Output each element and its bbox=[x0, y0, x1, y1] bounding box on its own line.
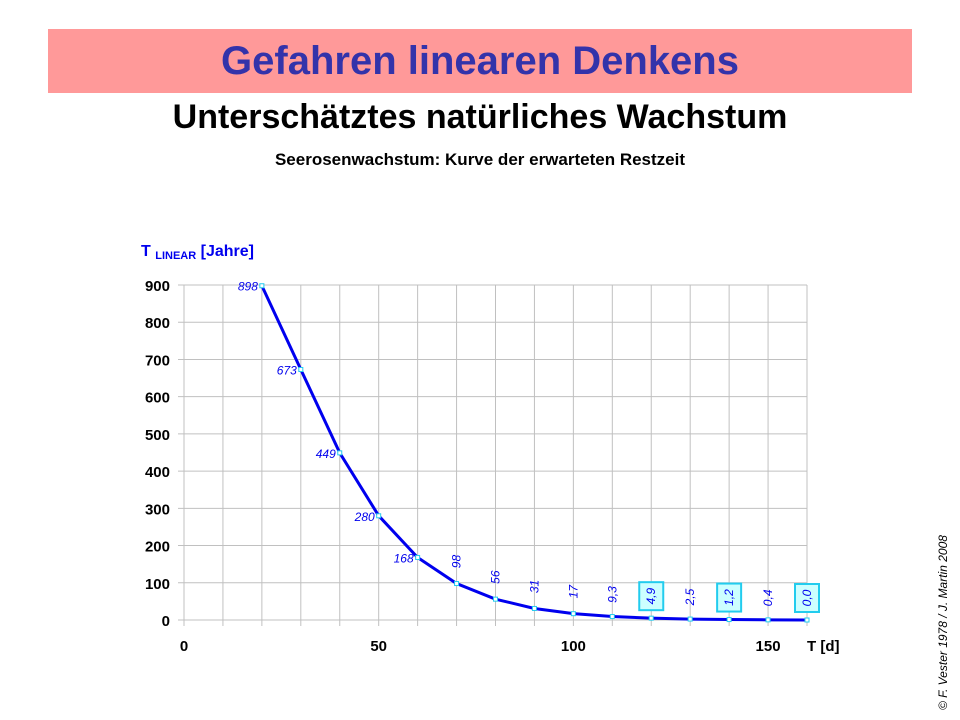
data-point bbox=[337, 450, 343, 456]
data-label-box bbox=[638, 581, 665, 612]
x-tick-label: 100 bbox=[561, 638, 586, 655]
data-label: 31 bbox=[527, 580, 541, 593]
y-tick-label: 600 bbox=[145, 390, 170, 407]
data-point bbox=[648, 615, 654, 621]
data-point bbox=[531, 605, 537, 611]
data-label: 17 bbox=[566, 584, 580, 599]
data-label: 280 bbox=[354, 510, 375, 524]
data-label: 1,2 bbox=[722, 589, 736, 606]
data-label: 168 bbox=[394, 551, 414, 565]
y-tick-label: 200 bbox=[145, 539, 170, 556]
y-axis-label: T LINEAR [Jahre] bbox=[141, 243, 254, 262]
data-point bbox=[454, 581, 460, 587]
data-label: 56 bbox=[489, 570, 503, 584]
y-tick-label: 700 bbox=[145, 352, 170, 369]
x-axis-label: T [d] bbox=[807, 638, 839, 655]
data-label: 4,9 bbox=[644, 588, 658, 605]
data-label: 449 bbox=[316, 447, 336, 461]
data-label: 98 bbox=[450, 555, 464, 569]
data-point bbox=[609, 614, 615, 620]
data-point bbox=[726, 617, 732, 623]
x-tick-label: 150 bbox=[756, 638, 781, 655]
data-point bbox=[376, 513, 382, 519]
y-label-sub: LINEAR bbox=[155, 250, 197, 262]
data-label: 9,3 bbox=[605, 586, 619, 603]
y-tick-label: 500 bbox=[145, 427, 170, 444]
data-point bbox=[415, 554, 421, 560]
y-tick-label: 100 bbox=[145, 576, 170, 593]
data-point bbox=[765, 617, 771, 623]
data-point bbox=[259, 283, 265, 289]
y-tick-label: 400 bbox=[145, 464, 170, 481]
data-point bbox=[804, 617, 810, 623]
y-label-main: T bbox=[141, 243, 151, 260]
data-label: 2,5 bbox=[683, 588, 697, 606]
y-tick-label: 900 bbox=[145, 278, 170, 295]
data-point bbox=[687, 616, 693, 622]
y-tick-label: 800 bbox=[145, 315, 170, 332]
y-label-unit: [Jahre] bbox=[200, 243, 254, 260]
data-label-box bbox=[716, 582, 743, 613]
data-point bbox=[298, 366, 304, 372]
data-point bbox=[570, 611, 576, 617]
data-label-box bbox=[794, 583, 820, 613]
chart-title: Seerosenwachstum: Kurve der erwarteten R… bbox=[274, 150, 686, 169]
data-point bbox=[493, 596, 498, 602]
x-tick-label: 50 bbox=[370, 638, 387, 655]
x-tick-label: 0 bbox=[180, 638, 188, 655]
page-title: Gefahren linearen Denkens bbox=[221, 38, 739, 83]
y-tick-label: 300 bbox=[145, 501, 170, 518]
title-banner: Gefahren linearen Denkens bbox=[48, 29, 912, 93]
data-label: 673 bbox=[277, 363, 297, 377]
data-label: 0,4 bbox=[761, 589, 775, 606]
y-tick-label: 0 bbox=[162, 613, 170, 630]
data-label: 898 bbox=[238, 280, 258, 294]
subtitle: Unterschätztes natürliches Wachstum bbox=[172, 98, 788, 136]
data-label: 0,0 bbox=[800, 589, 814, 606]
